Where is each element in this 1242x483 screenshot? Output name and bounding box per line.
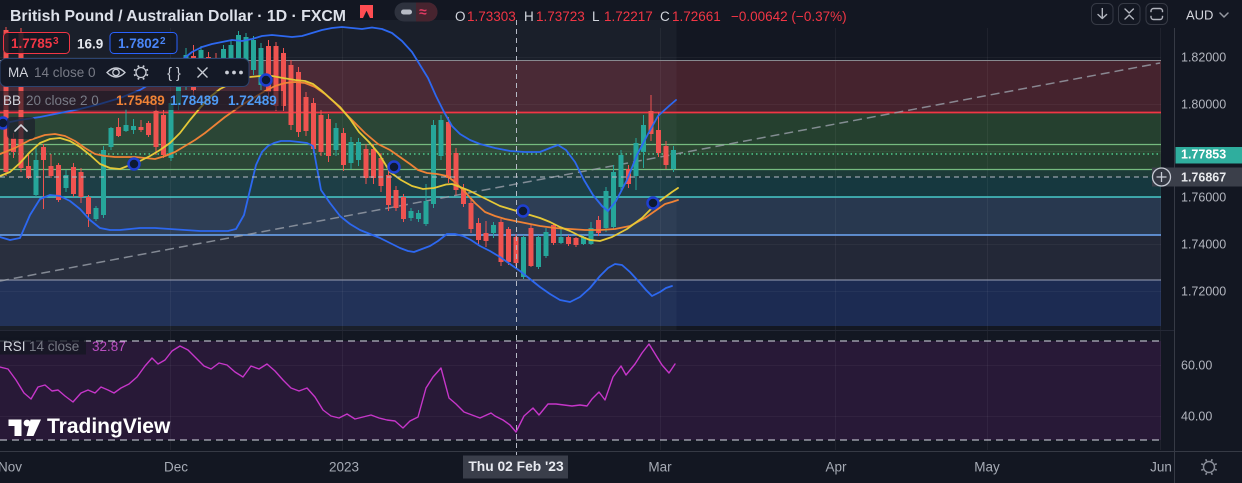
svg-text:1.74000: 1.74000 xyxy=(1181,238,1226,252)
svg-text:Thu 02 Feb '23: Thu 02 Feb '23 xyxy=(468,459,564,474)
svg-text:{ }: { } xyxy=(167,66,181,82)
svg-text:3: 3 xyxy=(53,36,59,47)
svg-text:40.00: 40.00 xyxy=(1181,410,1212,424)
svg-text:−0.00642 (−0.37%): −0.00642 (−0.37%) xyxy=(731,9,847,24)
svg-text:20 close 2 0: 20 close 2 0 xyxy=(26,93,99,108)
svg-text:1.76000: 1.76000 xyxy=(1181,191,1226,205)
svg-text:TradingView: TradingView xyxy=(47,415,171,438)
svg-text:1.82000: 1.82000 xyxy=(1181,51,1226,65)
svg-text:AUD: AUD xyxy=(1186,8,1213,23)
svg-text:1.7802: 1.7802 xyxy=(118,36,159,51)
svg-text:2: 2 xyxy=(160,36,166,47)
svg-text:2023: 2023 xyxy=(329,460,359,475)
svg-text:O: O xyxy=(455,9,466,24)
svg-text:Nov: Nov xyxy=(0,460,22,475)
svg-text:16.9: 16.9 xyxy=(77,37,103,52)
svg-text:1.80000: 1.80000 xyxy=(1181,98,1226,112)
svg-text:BB: BB xyxy=(3,93,21,108)
svg-text:1.72661: 1.72661 xyxy=(672,9,721,24)
svg-text:British Pound / Australian Dol: British Pound / Australian Dollar · 1D ·… xyxy=(10,8,346,25)
svg-text:14 close 0: 14 close 0 xyxy=(34,65,96,80)
svg-text:May: May xyxy=(974,460,1000,475)
svg-text:MA: MA xyxy=(8,65,28,80)
svg-text:1.72489: 1.72489 xyxy=(228,93,277,108)
svg-text:1.72217: 1.72217 xyxy=(604,9,653,24)
svg-text:1.72000: 1.72000 xyxy=(1181,285,1226,299)
svg-text:C: C xyxy=(660,9,670,24)
svg-text:1.73723: 1.73723 xyxy=(536,9,585,24)
svg-text:Jun: Jun xyxy=(1150,460,1172,475)
svg-text:60.00: 60.00 xyxy=(1181,359,1212,373)
svg-text:1.78489: 1.78489 xyxy=(170,93,219,108)
svg-text:Apr: Apr xyxy=(825,460,847,475)
svg-text:1.76867: 1.76867 xyxy=(1181,171,1226,185)
svg-text:1.7785: 1.7785 xyxy=(11,36,53,51)
svg-text:14 close: 14 close xyxy=(29,339,79,354)
svg-text:32.87: 32.87 xyxy=(92,339,126,354)
svg-text:1.77853: 1.77853 xyxy=(1181,148,1226,162)
svg-text:Mar: Mar xyxy=(648,460,672,475)
svg-text:RSI: RSI xyxy=(3,339,26,354)
svg-text:1.75489: 1.75489 xyxy=(116,93,165,108)
svg-text:Dec: Dec xyxy=(164,460,188,475)
svg-text:1.73303: 1.73303 xyxy=(467,9,516,24)
svg-text:≈: ≈ xyxy=(419,4,427,20)
svg-text:H: H xyxy=(524,9,534,24)
svg-text:L: L xyxy=(592,9,600,24)
